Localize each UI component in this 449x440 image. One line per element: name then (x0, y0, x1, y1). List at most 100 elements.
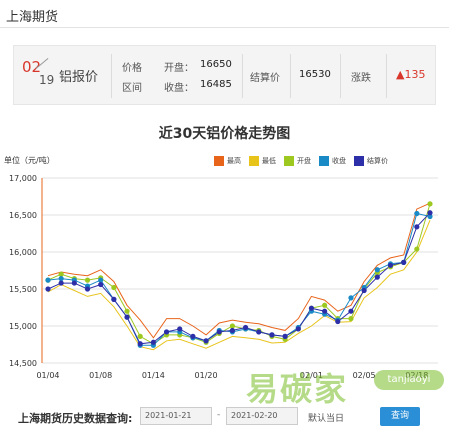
data-point (322, 302, 328, 308)
data-point (229, 323, 236, 329)
data-point (401, 259, 407, 265)
data-point (374, 274, 380, 280)
data-point (58, 276, 64, 282)
data-point (269, 332, 275, 338)
history-query-label: 上海期货历史数据查询: (18, 412, 133, 425)
legend-swatch (249, 156, 259, 166)
data-point (216, 329, 222, 335)
legend-item[interactable]: 结算价 (354, 156, 388, 166)
divider (290, 54, 291, 98)
default-today-link[interactable]: 默认当日 (308, 414, 345, 424)
settle-value: 16530 (299, 69, 331, 80)
x-tick-label: 01/08 (89, 371, 112, 380)
quote-month: 02 (22, 58, 42, 76)
change-label: 涨跌 (351, 73, 371, 84)
legend-label: 最低 (262, 157, 276, 165)
data-point (414, 210, 420, 217)
change-amount: 135 (404, 68, 426, 81)
data-point (163, 329, 170, 335)
series-line (47, 202, 431, 339)
legend-swatch (319, 156, 329, 166)
data-point (84, 277, 91, 283)
data-point (137, 333, 143, 339)
unit-label: 单位（元/吨） (4, 156, 55, 165)
data-point (295, 326, 301, 332)
y-tick-label: 15,000 (9, 322, 37, 331)
up-arrow-icon: ▲ (396, 68, 405, 81)
end-date-input[interactable]: 2021-02-20 (226, 407, 298, 425)
data-point (427, 210, 433, 216)
open-label: 开盘： (164, 63, 194, 74)
data-point (111, 284, 117, 291)
data-point (229, 327, 236, 334)
data-point (282, 333, 288, 339)
data-point (374, 267, 380, 273)
data-point (98, 281, 104, 288)
start-date-input[interactable]: 2021-01-21 (140, 407, 212, 425)
open-value: 16650 (200, 59, 232, 70)
legend-item[interactable]: 最低 (249, 156, 276, 166)
divider (242, 54, 243, 98)
data-point (45, 277, 51, 283)
data-point (361, 287, 367, 294)
legend-swatch (354, 156, 364, 166)
series-line (47, 220, 431, 351)
divider (111, 54, 112, 98)
title-divider (0, 27, 449, 28)
data-point (98, 277, 104, 283)
y-tick-label: 15,500 (9, 285, 37, 294)
legend-label: 最高 (227, 157, 241, 165)
data-point (348, 295, 354, 301)
price-label: 价格 (122, 63, 142, 74)
data-point (335, 318, 341, 325)
data-point (177, 326, 183, 332)
legend-swatch (284, 156, 294, 166)
legend-label: 结算价 (367, 157, 388, 165)
x-tick-label: 01/20 (195, 371, 218, 380)
quote-day: 19 (39, 73, 55, 87)
data-point (242, 324, 249, 331)
history-query-bar: 上海期货历史数据查询: 2021-01-21 - 2021-02-20 默认当日… (0, 400, 449, 434)
x-tick-label: 02/05 (353, 371, 376, 380)
data-point (58, 280, 64, 286)
data-point (190, 333, 196, 339)
data-point (84, 286, 91, 292)
change-value: ▲135 (396, 68, 425, 81)
data-point (414, 224, 420, 230)
settle-label: 结算价 (250, 73, 280, 84)
query-button[interactable]: 查询 (380, 407, 420, 426)
close-value: 16485 (200, 79, 232, 90)
legend-item[interactable]: 开盘 (284, 156, 311, 166)
legend-item[interactable]: 最高 (214, 156, 241, 166)
x-tick-label: 02/18 (405, 371, 428, 380)
data-point (203, 338, 209, 344)
data-point (111, 296, 117, 302)
chart-title: 近30天铝价格走势图 (158, 126, 291, 142)
legend-label: 收盘 (332, 157, 346, 165)
data-point (387, 262, 394, 268)
divider (386, 54, 387, 98)
quote-info-bar: 02 19 铝报价 价格 区间 开盘： 16650 收盘： 16485 结算价 … (13, 45, 436, 105)
divider (340, 54, 341, 98)
y-tick-label: 14,500 (9, 359, 37, 368)
legend-swatch (214, 156, 224, 166)
page-title: 上海期货 (6, 10, 59, 25)
price-chart: 17,000 16,500 16,000 15,500 15,000 14,500 01/0… (9, 174, 438, 380)
x-tick-label: 02/01 (300, 371, 323, 380)
range-label: 区间 (122, 83, 142, 94)
data-point (308, 305, 315, 311)
data-point (45, 286, 51, 292)
legend-item[interactable]: 收盘 (319, 156, 346, 166)
y-tick-label: 16,000 (9, 248, 37, 257)
data-point (348, 308, 354, 314)
date-range-dash: - (217, 410, 221, 420)
y-tick-label: 16,500 (9, 211, 37, 220)
data-point (58, 271, 64, 277)
product-name: 铝报价 (59, 70, 99, 85)
data-point (427, 213, 433, 220)
close-label: 收盘： (164, 83, 194, 94)
data-point (150, 339, 156, 345)
series-line (47, 212, 431, 346)
data-point (137, 341, 143, 347)
data-point (256, 329, 262, 335)
